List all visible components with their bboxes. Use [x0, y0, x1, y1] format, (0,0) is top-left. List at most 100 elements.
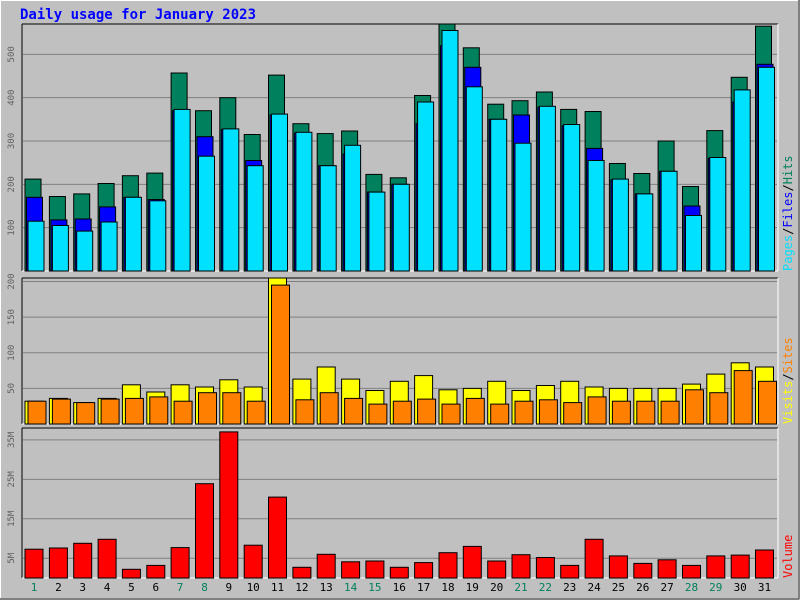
- day-label: 21: [514, 581, 527, 594]
- bar-volume-day-13: [316, 553, 336, 579]
- bar-volume-day-1: [24, 548, 44, 579]
- bar-volume-day-14: [341, 561, 361, 579]
- bar-pages-day-19: [465, 86, 483, 272]
- axis-label-part: /: [781, 228, 795, 235]
- day-label: 27: [660, 581, 673, 594]
- bar-pages-day-5: [124, 196, 142, 272]
- day-label: 11: [271, 581, 284, 594]
- bar-pages-day-27: [660, 170, 678, 272]
- bar-volume-day-20: [487, 560, 507, 579]
- bar-pages-day-7: [173, 108, 191, 272]
- day-label: 16: [393, 581, 406, 594]
- bar-sites-day-29: [709, 392, 729, 425]
- day-label: 23: [563, 581, 576, 594]
- y-tick-label: 200: [7, 273, 17, 289]
- day-label: 18: [441, 581, 454, 594]
- day-label: 30: [734, 581, 747, 594]
- bar-volume-day-6: [146, 564, 166, 579]
- day-labels: 1 2 3 4 5 6 7 8 9 10 11 12 13 14 15 16 17 18 19 20 21 22 23 24 2…: [31, 581, 771, 594]
- bar-volume-day-12: [292, 566, 312, 579]
- bar-pages-day-8: [198, 155, 215, 272]
- bar-pages-day-6: [149, 200, 167, 272]
- chart-title: Daily usage for January 2023: [20, 7, 256, 23]
- day-label: 6: [152, 581, 159, 594]
- bar-sites-day-19: [465, 397, 485, 425]
- day-label: 17: [417, 581, 430, 594]
- axis-label-part: /: [781, 373, 795, 380]
- day-label: 9: [225, 581, 232, 594]
- axis-label-hits-files-pages: Pages/Files/Hits: [781, 155, 795, 271]
- bar-sites-day-6: [149, 396, 169, 425]
- bar-sites-day-8: [198, 392, 217, 425]
- bar-volume-day-4: [97, 538, 117, 579]
- volume-panel: 5M 15M 25M 35M: [7, 427, 779, 579]
- y-tick-label: 25M: [7, 471, 17, 488]
- bar-volume-day-30: [730, 554, 750, 579]
- y-tick-label: 300: [7, 133, 17, 149]
- y-tick-label: 100: [7, 220, 17, 236]
- day-label: 24: [587, 581, 601, 594]
- bar-sites-day-2: [51, 398, 71, 425]
- bar-sites-day-14: [344, 397, 364, 425]
- bar-pages-day-10: [246, 165, 264, 272]
- bar-volume-day-16: [389, 566, 409, 579]
- bar-sites-day-1: [27, 400, 47, 425]
- bar-sites-day-9: [222, 392, 242, 425]
- bar-pages-day-21: [514, 142, 532, 272]
- y-tick-label: 100: [7, 345, 17, 361]
- axis-label-part: Hits: [781, 155, 795, 184]
- day-label: 8: [201, 581, 208, 594]
- bar-pages-day-20: [490, 118, 508, 272]
- day-label: 13: [320, 581, 333, 594]
- bar-volume-day-26: [633, 562, 653, 579]
- bar-sites-day-22: [538, 399, 558, 425]
- bar-pages-day-31: [758, 66, 775, 272]
- bar-volume-day-31: [755, 549, 774, 579]
- bar-pages-day-2: [51, 225, 69, 272]
- bar-pages-day-3: [76, 230, 94, 272]
- axis-label-part: Files: [781, 192, 795, 228]
- bar-sites-day-5: [124, 397, 144, 425]
- bar-pages-day-13: [319, 165, 337, 272]
- bar-sites-day-25: [611, 400, 631, 425]
- bar-pages-day-18: [441, 30, 459, 272]
- y-tick-label: 400: [7, 90, 17, 106]
- axis-label-visits-sites: Visits/Sites: [781, 337, 795, 424]
- bar-pages-day-17: [417, 101, 435, 272]
- bar-volume-day-8: [195, 483, 214, 579]
- bar-volume-day-23: [560, 564, 580, 579]
- visits-sites-panel: 50 100 150 200: [7, 273, 779, 425]
- y-tick-label: 150: [7, 309, 17, 325]
- bar-sites-day-20: [490, 403, 510, 425]
- bar-volume-day-28: [682, 564, 701, 579]
- day-label: 31: [758, 581, 771, 594]
- y-tick-label: 15M: [7, 510, 17, 527]
- y-tick-label: 35M: [7, 431, 17, 448]
- bar-volume-day-11: [268, 496, 287, 579]
- bar-sites-day-30: [733, 370, 753, 425]
- y-tick-label: 500: [7, 46, 17, 62]
- day-label: 10: [247, 581, 260, 594]
- bar-sites-day-15: [368, 403, 388, 425]
- y-tick-label: 50: [7, 383, 17, 394]
- bar-sites-day-23: [563, 402, 583, 425]
- bar-sites-day-7: [173, 400, 193, 425]
- axis-label-part: Sites: [781, 337, 795, 373]
- y-tick-label: 200: [7, 176, 17, 192]
- bar-sites-day-18: [441, 403, 461, 425]
- bar-sites-day-3: [76, 402, 96, 425]
- bar-volume-day-7: [170, 547, 190, 579]
- day-label: 22: [539, 581, 552, 594]
- bar-volume-day-24: [584, 538, 604, 579]
- bar-pages-day-26: [636, 193, 654, 272]
- axis-label-part: Visits: [781, 381, 795, 424]
- plot-area: [22, 428, 778, 578]
- day-label: 5: [128, 581, 135, 594]
- day-label: 20: [490, 581, 503, 594]
- bar-sites-day-12: [295, 399, 315, 425]
- hits-files-pages-panel: 100 200 300 400 500: [7, 23, 779, 272]
- day-label: 28: [685, 581, 698, 594]
- bar-volume-day-5: [121, 568, 141, 579]
